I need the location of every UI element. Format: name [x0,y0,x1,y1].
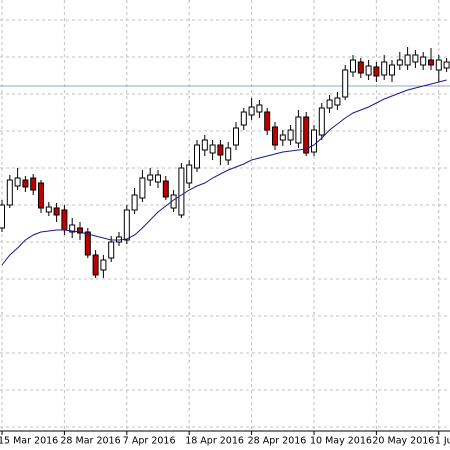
candle-body [357,61,364,74]
candle-body [194,144,200,169]
candle-body [428,59,434,66]
candle-body [443,61,450,69]
candle-body [373,66,380,77]
candle-body [147,174,154,181]
candle-body [217,144,224,156]
x-tick-label: 10 May 2016 [310,436,372,447]
candle-body [186,164,193,184]
x-tick-label: 28 Mar 2016 [60,436,120,447]
candle-body [350,59,356,73]
candle-body [162,180,169,198]
candle-body [233,127,239,146]
candle-body [303,116,310,154]
candle-body [225,147,232,161]
candle-body [84,231,91,256]
x-tick-label: 18 Apr 2016 [185,436,244,447]
candle-body [22,179,29,188]
candle-body [77,227,83,234]
x-tick-label: 1 Ju [435,436,450,447]
candle-body [100,259,107,271]
candle-body [295,116,302,144]
candle-body [396,59,403,66]
candle-body [6,179,13,206]
candle-body [45,206,52,213]
candle-body [155,174,161,183]
candle-body [334,97,341,106]
candle-body [435,59,442,71]
candle-body [256,104,263,113]
candle-body [240,111,247,126]
candle-body [131,194,138,211]
candle-body [30,177,37,191]
candle-body [61,209,68,231]
candle-body [108,241,115,259]
candle-body [14,177,21,187]
x-tick-label: 7 Apr 2016 [123,436,176,447]
x-tick-label: 28 Apr 2016 [248,436,307,447]
candle-body [389,64,395,76]
candle-body [342,69,349,98]
moving-average [1,79,447,266]
candle-body [123,209,130,241]
x-tick-label: 15 Mar 2016 [0,436,58,447]
candle-body [248,106,255,116]
candle-body [287,129,294,141]
candle-body [272,126,278,146]
candle-body [326,99,333,109]
candle-body [92,254,99,276]
candle-body [209,144,216,154]
candle-body [69,224,76,233]
candle-body [178,167,185,216]
candle-body [264,111,271,131]
candle-body [412,54,419,63]
candle-body [0,204,5,229]
candle-body [53,207,60,216]
candle-body [201,139,208,151]
candle-body [381,61,388,76]
candle-body [279,134,286,141]
candle-body [365,65,372,76]
candle-body [139,177,146,199]
candle-body [318,107,325,136]
candle-body [404,54,411,66]
x-tick-label: 20 May 2016 [372,436,434,447]
candle-body [38,182,44,209]
candle-body [311,129,317,153]
candle-body [420,56,427,66]
